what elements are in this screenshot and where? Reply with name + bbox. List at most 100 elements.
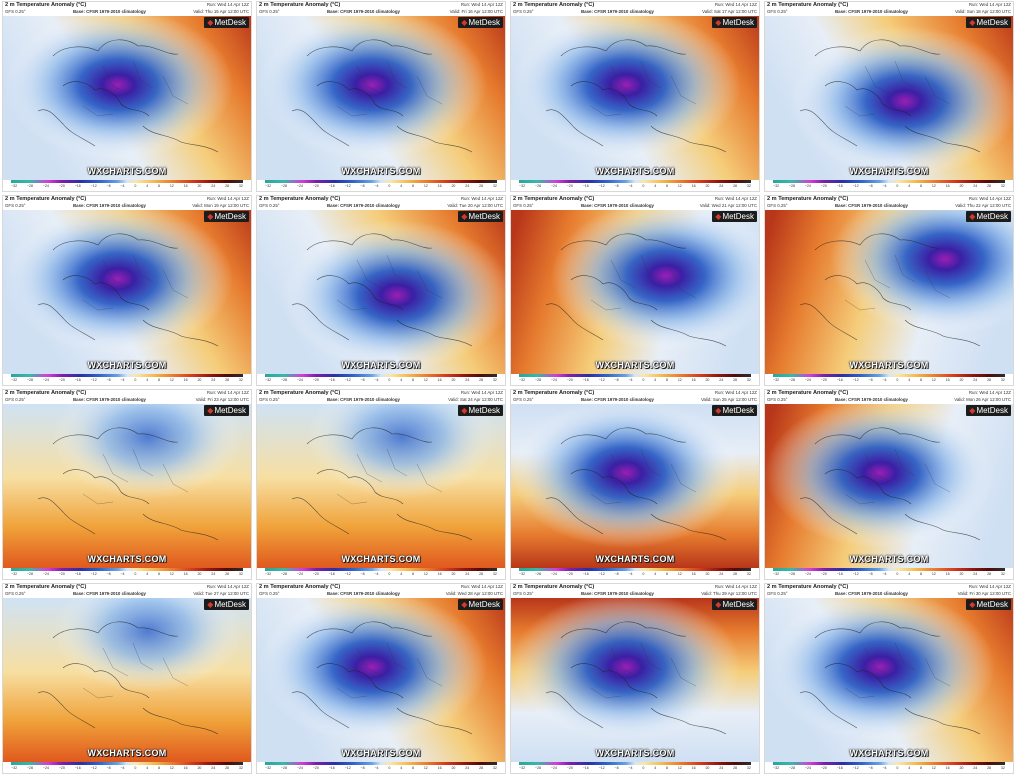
colorbar-tick-label: 12: [423, 378, 428, 382]
panel-header: 2 m Temperature Anomaly (°C) GFS 0.25° Bas…: [257, 2, 505, 16]
colorbar-tick-label: −12: [598, 572, 605, 576]
colorbar-tick-label: −20: [58, 378, 65, 382]
climatology-label: Base: CFSR 1979-2010 climatology: [835, 9, 908, 14]
panel-title: 2 m Temperature Anomaly (°C): [513, 2, 595, 8]
colorbar-tick-label: 32: [746, 572, 751, 576]
colorbar: [11, 374, 243, 377]
metdesk-logo: ◆MetDesk: [966, 17, 1011, 28]
colorbar-tick-label: −16: [328, 378, 335, 382]
colorbar-tick-label: 12: [677, 766, 682, 770]
valid-time-label: Valid: Thu 15 Apr 12:00 UTC: [193, 9, 249, 14]
colorbar-tick-label: 20: [451, 572, 456, 576]
colorbar-tick-label: 8: [920, 766, 922, 770]
temperature-anomaly-map: [3, 404, 251, 568]
run-label: Run: Wed 14 Apr 12Z: [460, 584, 503, 589]
colorbar-ticks: −32 −28 −24 −20 −16 −12 −8 −4 0 4 8 12 16 20 24 28 32: [11, 378, 243, 384]
run-label: Run: Wed 14 Apr 12Z: [968, 584, 1011, 589]
panel-title: 2 m Temperature Anomaly (°C): [513, 584, 595, 590]
temperature-anomaly-map: [511, 404, 759, 568]
panel-title: 2 m Temperature Anomaly (°C): [5, 390, 87, 396]
colorbar-tick-label: 8: [920, 572, 922, 576]
metdesk-logo: ◆MetDesk: [712, 211, 757, 222]
colorbar-tick-label: 24: [465, 184, 470, 188]
colorbar-tick-label: 16: [945, 184, 950, 188]
colorbar-tick-label: 12: [169, 184, 174, 188]
metdesk-logo: ◆MetDesk: [204, 405, 249, 416]
temperature-anomaly-map: [257, 16, 505, 180]
climatology-label: Base: CFSR 1979-2010 climatology: [73, 9, 146, 14]
colorbar-tick-label: 24: [211, 766, 216, 770]
colorbar-tick-label: 20: [705, 572, 710, 576]
colorbar: [11, 568, 243, 571]
colorbar-tick-label: −20: [58, 572, 65, 576]
map-panel: 2 m Temperature Anomaly (°C) GFS 0.25° Bas…: [764, 389, 1014, 580]
colorbar-tick-label: 24: [719, 572, 724, 576]
metdesk-logo-icon: ◆: [715, 600, 722, 609]
map-panel: 2 m Temperature Anomaly (°C) GFS 0.25° Bas…: [2, 195, 252, 386]
colorbar-tick-label: −4: [120, 766, 125, 770]
colorbar-tick-label: −12: [852, 572, 859, 576]
panel-title: 2 m Temperature Anomaly (°C): [5, 2, 87, 8]
colorbar-tick-label: −24: [804, 766, 811, 770]
metdesk-logo: ◆MetDesk: [458, 211, 503, 222]
colorbar-tick-label: 32: [238, 378, 243, 382]
colorbar-tick-label: −20: [820, 766, 827, 770]
colorbar-tick-label: −28: [26, 378, 34, 382]
metdesk-logo-text: MetDesk: [976, 406, 1008, 415]
temperature-anomaly-map: [765, 404, 1013, 568]
metdesk-logo-icon: ◆: [969, 18, 976, 27]
colorbar-tick-label: 20: [705, 378, 710, 382]
colorbar-tick-label: −24: [42, 572, 49, 576]
wxcharts-watermark: WXCHARTS.COM: [87, 166, 167, 176]
colorbar-tick-label: 12: [677, 378, 682, 382]
colorbar-tick-label: −12: [344, 378, 351, 382]
panel-title: 2 m Temperature Anomaly (°C): [767, 390, 849, 396]
panel-header: 2 m Temperature Anomaly (°C) GFS 0.25° Bas…: [511, 196, 759, 210]
colorbar: [265, 762, 497, 765]
colorbar-tick-label: −8: [106, 766, 111, 770]
colorbar-ticks: −32 −28 −24 −20 −16 −12 −8 −4 0 4 8 12 16 20 24 28 32: [265, 572, 497, 578]
map-panel: 2 m Temperature Anomaly (°C) GFS 0.25° Bas…: [510, 389, 760, 580]
colorbar-tick-label: 32: [1000, 766, 1005, 770]
climatology-label: Base: CFSR 1979-2010 climatology: [581, 9, 654, 14]
temperature-anomaly-map: [257, 404, 505, 568]
colorbar-tick-label: 32: [746, 184, 751, 188]
run-label: Run: Wed 14 Apr 12Z: [206, 584, 249, 589]
colorbar-tick-label: 8: [666, 572, 668, 576]
temperature-anomaly-map: [511, 598, 759, 762]
colorbar-tick-label: 4: [908, 184, 911, 188]
run-label: Run: Wed 14 Apr 12Z: [460, 390, 503, 395]
colorbar-tick-label: 16: [691, 766, 696, 770]
colorbar-tick-label: −4: [882, 766, 887, 770]
colorbar-tick-label: 32: [238, 184, 243, 188]
colorbar-tick-label: 8: [412, 378, 414, 382]
colorbar-tick-label: 16: [691, 184, 696, 188]
colorbar-tick-label: 0: [134, 378, 137, 382]
colorbar-tick-label: −8: [360, 766, 365, 770]
colorbar-tick-label: −20: [566, 572, 573, 576]
climatology-label: Base: CFSR 1979-2010 climatology: [327, 203, 400, 208]
colorbar-tick-label: 24: [973, 766, 978, 770]
colorbar-tick-label: −12: [344, 572, 351, 576]
panel-header: 2 m Temperature Anomaly (°C) GFS 0.25° Bas…: [257, 584, 505, 598]
colorbar-tick-label: 24: [211, 184, 216, 188]
temperature-anomaly-map: [3, 598, 251, 762]
colorbar-tick-label: −24: [296, 572, 303, 576]
colorbar-tick-label: −24: [804, 184, 811, 188]
colorbar-tick-label: 28: [225, 766, 230, 770]
colorbar-tick-label: 8: [920, 378, 922, 382]
colorbar-tick-label: −8: [614, 572, 619, 576]
colorbar: [519, 374, 751, 377]
colorbar-tick-label: 0: [388, 572, 391, 576]
colorbar-tick-label: 4: [908, 572, 911, 576]
colorbar-ticks: −32 −28 −24 −20 −16 −12 −8 −4 0 4 8 12 16 20 24 28 32: [265, 184, 497, 190]
panel-header: 2 m Temperature Anomaly (°C) GFS 0.25° Bas…: [3, 2, 251, 16]
colorbar-tick-label: 32: [492, 378, 497, 382]
colorbar-tick-label: 24: [465, 766, 470, 770]
colorbar-tick-label: −12: [598, 378, 605, 382]
colorbar: [265, 374, 497, 377]
wxcharts-watermark: WXCHARTS.COM: [87, 554, 167, 564]
colorbar-tick-label: −32: [773, 766, 780, 770]
colorbar-tick-label: 20: [959, 572, 964, 576]
metdesk-logo: ◆MetDesk: [458, 599, 503, 610]
